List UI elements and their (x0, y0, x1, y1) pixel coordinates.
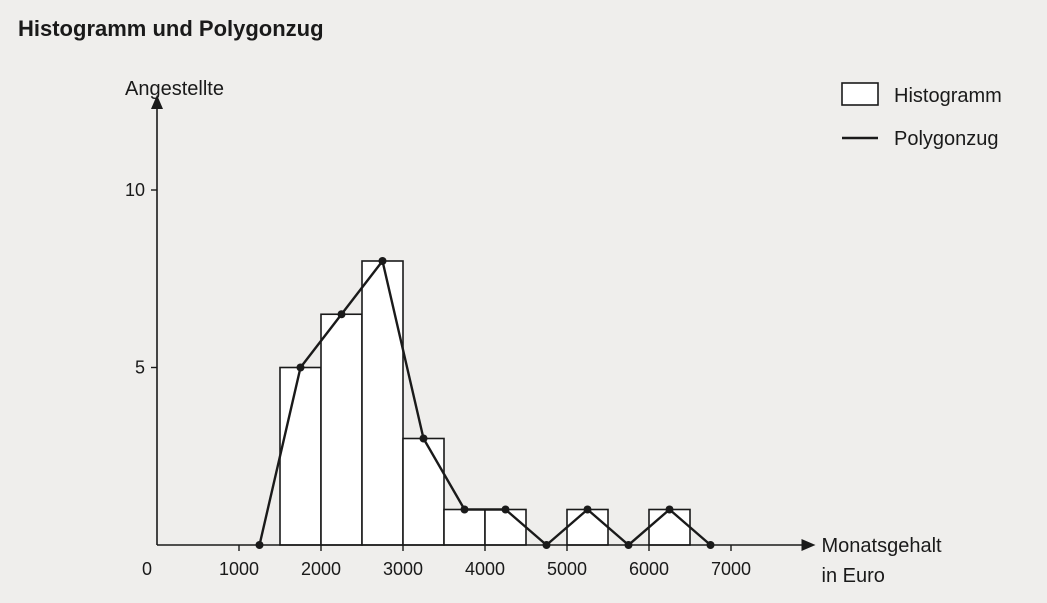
legend-label-polygon: Polygonzug (894, 128, 999, 150)
polygon-line (258, 259, 712, 547)
polygon-point (501, 505, 510, 514)
histogram-bar (566, 508, 609, 546)
x-tick-label: 7000 (711, 559, 751, 579)
x-tick-label: 5000 (547, 559, 587, 579)
histogram-bar (320, 313, 363, 546)
histogram-bar (484, 508, 527, 546)
polygon-point (624, 541, 633, 549)
x-axis-title: Monatsgehalt (822, 535, 943, 557)
polygon-point (665, 505, 674, 514)
y-tick-label: 10 (125, 180, 145, 200)
histogram-bar (402, 437, 445, 546)
polygon-point (706, 541, 715, 549)
polygon-point (419, 434, 428, 443)
polygon-point (337, 310, 346, 319)
polygon-point (296, 363, 305, 372)
histogram-bar (443, 508, 486, 546)
histogram-bars (279, 260, 691, 546)
x-tick-label: 6000 (629, 559, 669, 579)
x-tick-label: 3000 (383, 559, 423, 579)
axis-labels: 1000 2000 3000 4000 5000 6000 7000 5 10 0 Angestel… (125, 78, 942, 587)
legend-box-icon (841, 82, 879, 106)
polygon-series (255, 257, 715, 549)
x-tick-label: 2000 (301, 559, 341, 579)
polygon-point (460, 505, 469, 514)
origin-label: 0 (142, 559, 152, 579)
axes (151, 95, 816, 551)
histogram-bar (279, 366, 322, 546)
y-tick-label: 5 (135, 358, 145, 378)
x-tick-label: 1000 (219, 559, 259, 579)
y-axis-title: Angestellte (125, 78, 224, 100)
x-axis-arrow-icon (801, 539, 816, 551)
polygon-point (542, 541, 551, 549)
legend-label-histogram: Histogramm (894, 85, 1002, 107)
chart-title: Histogramm und Polygonzug (18, 16, 324, 41)
polygon-point (255, 541, 264, 549)
polygon-point (378, 257, 387, 265)
y-axis-arrow-icon (151, 95, 163, 109)
legend: Histogramm Polygonzug (841, 82, 1002, 150)
polygon-point (583, 505, 592, 514)
histogram-bar (361, 260, 404, 546)
x-tick-label: 4000 (465, 559, 505, 579)
x-axis-unit: in Euro (822, 565, 885, 587)
histogram-bar (648, 508, 691, 546)
